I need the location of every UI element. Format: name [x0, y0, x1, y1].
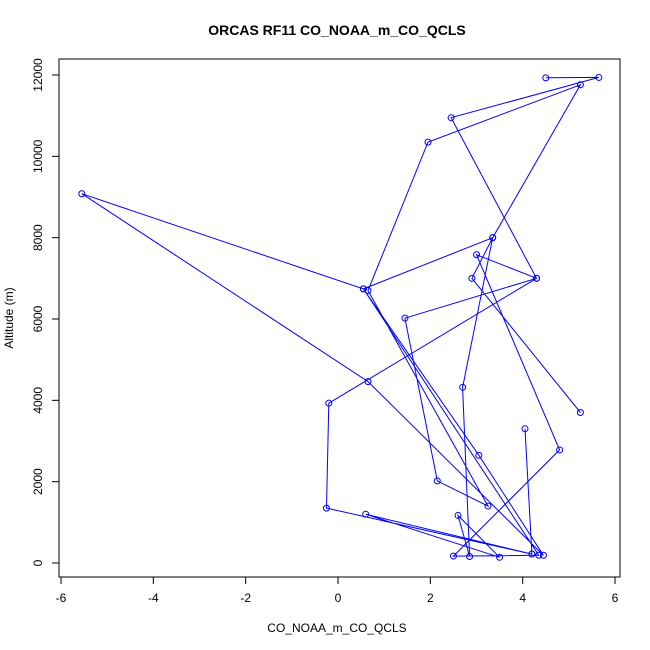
data-point: [78, 190, 86, 198]
y-axis-label: Altitude (m): [2, 287, 16, 348]
x-tick-label: 4: [519, 591, 526, 605]
data-point: [556, 446, 564, 454]
x-tick-label: -6: [56, 591, 67, 605]
data-point: [424, 138, 432, 146]
data-series: [78, 73, 603, 561]
data-point: [466, 552, 474, 560]
x-axis-label: CO_NOAA_m_CO_QCLS: [267, 621, 406, 635]
data-point: [484, 502, 492, 510]
data-point: [401, 314, 409, 322]
data-point: [533, 274, 541, 282]
data-point: [489, 234, 497, 242]
data-point: [447, 114, 455, 122]
y-axis: 0 2000 4000 6000 8000 10000 12000: [31, 58, 60, 566]
plot-frame: [58, 58, 621, 578]
x-axis: -6 -4 -2 0 2 4 6: [56, 576, 619, 605]
x-tick-label: 0: [335, 591, 342, 605]
data-point: [539, 551, 547, 559]
data-point: [542, 74, 550, 82]
data-point: [362, 510, 370, 518]
y-tick-label: 0: [31, 559, 45, 566]
data-point: [576, 81, 584, 89]
data-point: [535, 551, 543, 559]
data-point: [475, 451, 483, 459]
data-point: [325, 399, 333, 407]
y-tick-label: 12000: [31, 58, 45, 92]
y-tick-label: 4000: [31, 387, 45, 414]
x-tick-label: -2: [240, 591, 251, 605]
x-tick-label: 2: [427, 591, 434, 605]
data-point: [576, 409, 584, 417]
data-point: [322, 504, 330, 512]
y-tick-label: 6000: [31, 305, 45, 332]
data-point: [454, 511, 462, 519]
data-point: [459, 383, 467, 391]
y-tick-label: 2000: [31, 468, 45, 495]
series-line: [81, 76, 599, 558]
data-point: [364, 378, 372, 386]
data-point: [521, 425, 529, 433]
data-point: [473, 251, 480, 259]
data-point: [528, 550, 536, 558]
data-point: [449, 552, 457, 560]
data-point: [468, 274, 476, 282]
data-point: [433, 477, 441, 485]
x-tick-label: 6: [612, 591, 619, 605]
data-point: [359, 285, 367, 293]
y-tick-label: 8000: [31, 224, 45, 251]
data-point: [496, 553, 504, 561]
y-tick-label: 10000: [31, 139, 45, 173]
x-tick-label: -4: [148, 591, 159, 605]
data-point: [595, 73, 603, 81]
chart-title: ORCAS RF11 CO_NOAA_m_CO_QCLS: [208, 22, 466, 38]
data-point: [364, 287, 372, 295]
